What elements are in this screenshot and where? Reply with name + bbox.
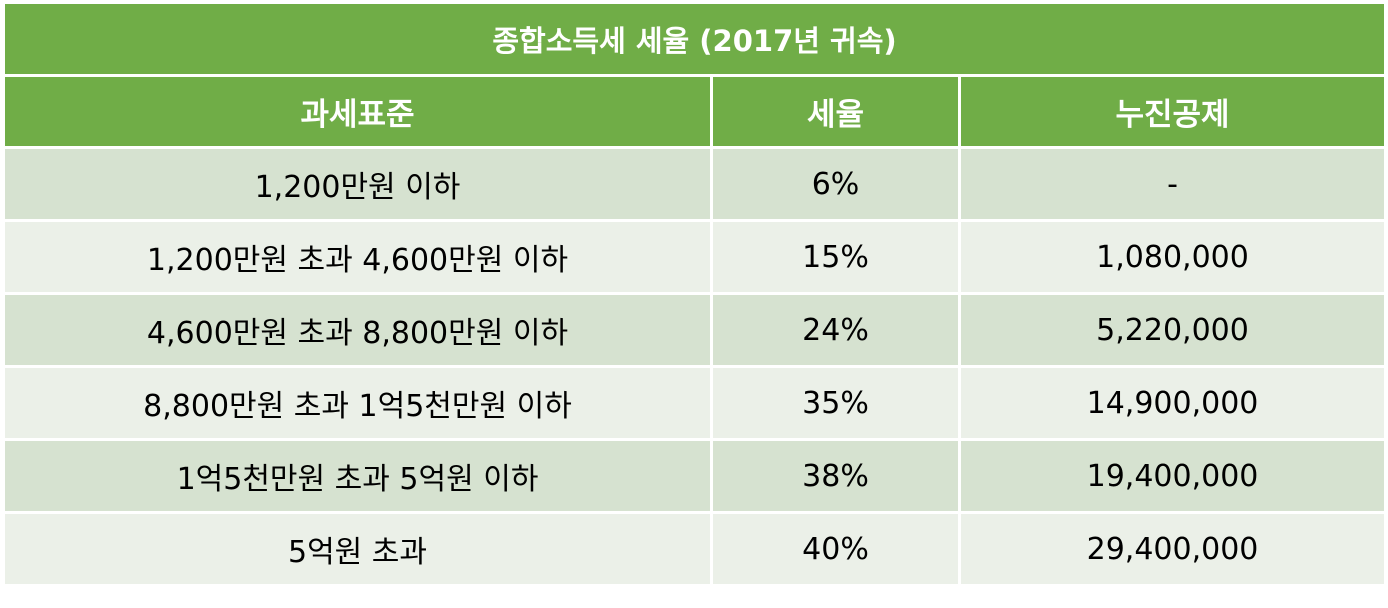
bracket-cell: 4,600만원 초과 8,800만원 이하 <box>2 292 713 368</box>
table-row: 4,600만원 초과 8,800만원 이하 24% 5,220,000 <box>2 292 1388 368</box>
table-title: 종합소득세 세율 (2017년 귀속) <box>1 1 1388 77</box>
table-title-row: 종합소득세 세율 (2017년 귀속) <box>1 1 1388 77</box>
bracket-cell: 5억원 초과 <box>2 511 713 587</box>
rate-cell: 24% <box>710 292 961 368</box>
bracket-cell: 1,200만원 초과 4,600만원 이하 <box>2 219 713 295</box>
deduction-cell: 1,080,000 <box>957 219 1388 295</box>
rate-cell: 38% <box>710 438 961 514</box>
tax-rate-table: 종합소득세 세율 (2017년 귀속) 과세표준 세율 누진공제 1,200만원… <box>1 1 1388 587</box>
deduction-cell: - <box>957 146 1388 222</box>
rate-cell: 15% <box>710 219 961 295</box>
deduction-cell: 14,900,000 <box>957 365 1388 441</box>
deduction-cell: 29,400,000 <box>957 511 1388 587</box>
rate-cell: 40% <box>710 511 961 587</box>
table-row: 1,200만원 이하 6% - <box>2 146 1388 222</box>
deduction-cell: 5,220,000 <box>957 292 1388 368</box>
table-row: 1,200만원 초과 4,600만원 이하 15% 1,080,000 <box>2 219 1388 295</box>
column-header-deduction: 누진공제 <box>957 74 1388 149</box>
table-row: 1억5천만원 초과 5억원 이하 38% 19,400,000 <box>2 438 1388 514</box>
bracket-cell: 1,200만원 이하 <box>2 146 713 222</box>
bracket-cell: 1억5천만원 초과 5억원 이하 <box>2 438 713 514</box>
deduction-cell: 19,400,000 <box>957 438 1388 514</box>
table-row: 8,800만원 초과 1억5천만원 이하 35% 14,900,000 <box>2 365 1388 441</box>
column-header-row: 과세표준 세율 누진공제 <box>2 74 1388 149</box>
bracket-cell: 8,800만원 초과 1억5천만원 이하 <box>2 365 713 441</box>
rate-cell: 6% <box>710 146 961 222</box>
rate-cell: 35% <box>710 365 961 441</box>
table-row: 5억원 초과 40% 29,400,000 <box>2 511 1388 587</box>
column-header-rate: 세율 <box>710 74 961 149</box>
column-header-bracket: 과세표준 <box>2 74 713 149</box>
